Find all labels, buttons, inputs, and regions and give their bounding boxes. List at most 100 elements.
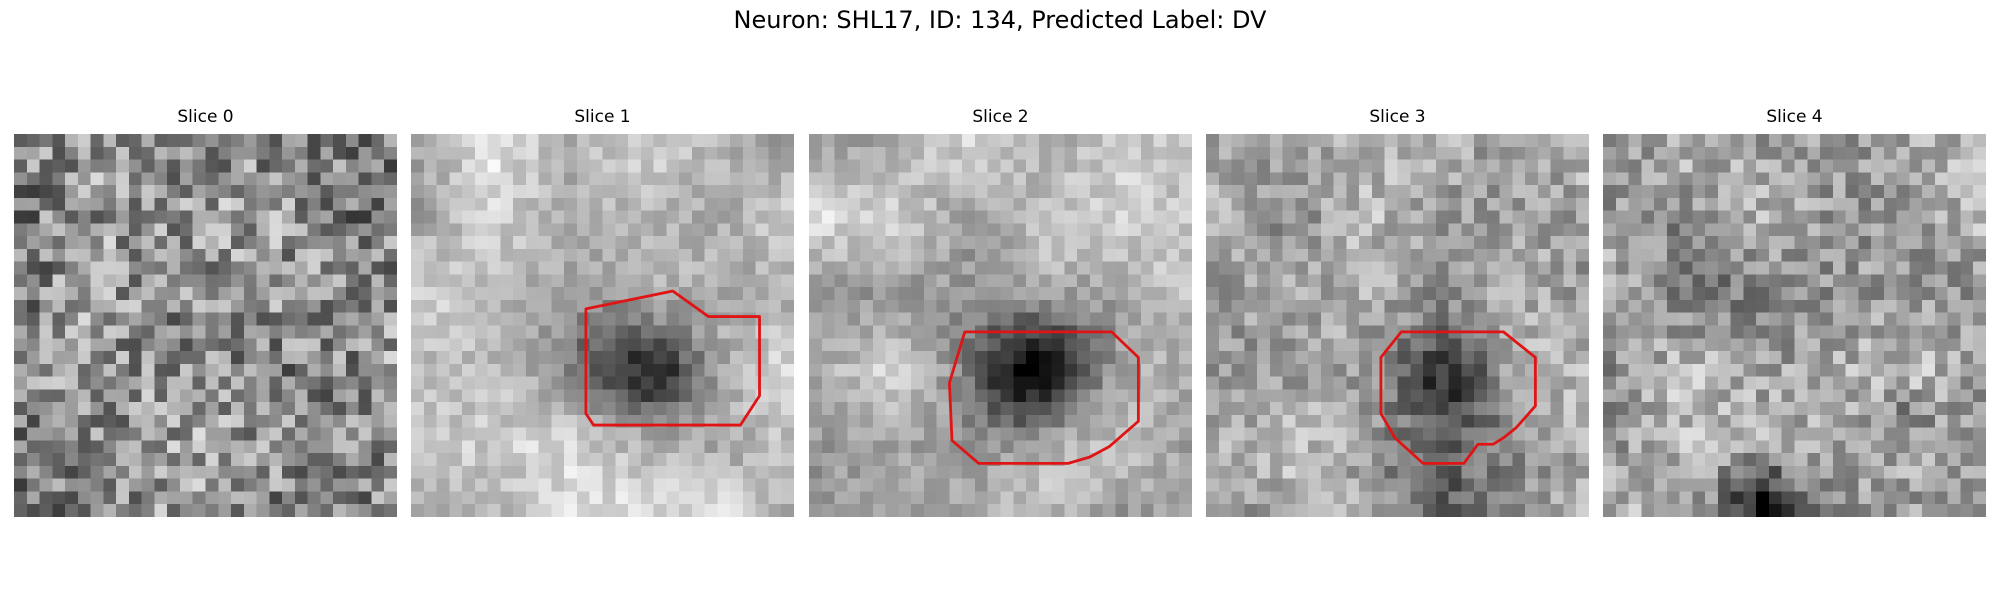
image-pixel	[91, 428, 104, 441]
image-pixel	[475, 300, 488, 313]
image-pixel	[1846, 198, 1859, 211]
image-pixel	[1718, 364, 1731, 377]
image-pixel	[142, 338, 155, 351]
image-pixel	[91, 198, 104, 211]
image-pixel	[1563, 185, 1576, 198]
image-pixel	[1346, 428, 1359, 441]
image-pixel	[1603, 415, 1616, 428]
image-pixel	[705, 491, 718, 504]
image-pixel	[1359, 249, 1372, 262]
image-pixel	[1756, 415, 1769, 428]
image-pixel	[269, 428, 282, 441]
image-pixel	[1372, 147, 1385, 160]
image-pixel	[142, 453, 155, 466]
image-pixel	[1909, 326, 1922, 339]
image-pixel	[1769, 313, 1782, 326]
image-pixel	[1154, 236, 1167, 249]
image-pixel	[1654, 236, 1667, 249]
image-pixel	[500, 160, 513, 173]
image-pixel	[1295, 198, 1308, 211]
image-pixel	[1064, 466, 1077, 479]
image-pixel	[231, 440, 244, 453]
image-pixel	[282, 313, 295, 326]
image-pixel	[809, 351, 822, 364]
image-pixel	[768, 453, 781, 466]
image-pixel	[1372, 274, 1385, 287]
image-pixel	[1563, 300, 1576, 313]
image-pixel	[1922, 466, 1935, 479]
image-pixel	[1935, 160, 1948, 173]
image-pixel	[1257, 262, 1270, 275]
image-pixel	[1769, 185, 1782, 198]
image-pixel	[129, 389, 142, 402]
image-pixel	[1398, 211, 1411, 224]
image-pixel	[346, 415, 359, 428]
image-pixel	[154, 223, 167, 236]
image-pixel	[1629, 453, 1642, 466]
image-pixel	[244, 402, 257, 415]
image-pixel	[1449, 377, 1462, 390]
image-pixel	[1461, 479, 1474, 492]
image-pixel	[206, 274, 219, 287]
image-pixel	[822, 326, 835, 339]
image-pixel	[295, 338, 308, 351]
image-pixel	[1013, 415, 1026, 428]
image-pixel	[590, 198, 603, 211]
image-pixel	[1090, 287, 1103, 300]
image-pixel	[1423, 440, 1436, 453]
image-pixel	[180, 160, 193, 173]
image-pixel	[167, 172, 180, 185]
image-pixel	[1166, 351, 1179, 364]
image-pixel	[52, 211, 65, 224]
image-pixel	[218, 504, 231, 517]
image-pixel	[1833, 453, 1846, 466]
image-pixel	[295, 466, 308, 479]
image-pixel	[1232, 402, 1245, 415]
image-pixel	[1960, 364, 1973, 377]
image-pixel	[411, 160, 424, 173]
image-pixel	[231, 479, 244, 492]
image-pixel	[154, 491, 167, 504]
image-pixel	[1385, 262, 1398, 275]
image-pixel	[1680, 377, 1693, 390]
image-pixel	[539, 466, 552, 479]
image-pixel	[257, 236, 270, 249]
image-pixel	[1667, 313, 1680, 326]
image-pixel	[1039, 223, 1052, 236]
image-pixel	[1922, 389, 1935, 402]
image-pixel	[1616, 147, 1629, 160]
image-pixel	[679, 351, 692, 364]
image-pixel	[1219, 134, 1232, 147]
image-pixel	[1820, 134, 1833, 147]
image-pixel	[180, 466, 193, 479]
image-pixel	[1206, 389, 1219, 402]
image-pixel	[1692, 262, 1705, 275]
image-pixel	[937, 338, 950, 351]
image-pixel	[705, 249, 718, 262]
image-pixel	[1244, 440, 1257, 453]
image-pixel	[346, 172, 359, 185]
image-pixel	[1718, 440, 1731, 453]
image-pixel	[488, 466, 501, 479]
image-pixel	[1935, 479, 1948, 492]
image-pixel	[1283, 262, 1296, 275]
image-pixel	[384, 134, 397, 147]
image-pixel	[1705, 134, 1718, 147]
image-pixel	[1128, 491, 1141, 504]
image-pixel	[1372, 185, 1385, 198]
image-pixel	[1257, 160, 1270, 173]
image-pixel	[756, 479, 769, 492]
image-pixel	[193, 134, 206, 147]
image-pixel	[424, 274, 437, 287]
image-pixel	[27, 389, 40, 402]
image-pixel	[1743, 402, 1756, 415]
image-pixel	[1909, 147, 1922, 160]
image-pixel	[1257, 172, 1270, 185]
image-pixel	[526, 147, 539, 160]
image-pixel	[911, 300, 924, 313]
image-pixel	[873, 172, 886, 185]
image-pixel	[65, 453, 78, 466]
image-pixel	[1103, 338, 1116, 351]
image-pixel	[308, 453, 321, 466]
image-pixel	[822, 402, 835, 415]
